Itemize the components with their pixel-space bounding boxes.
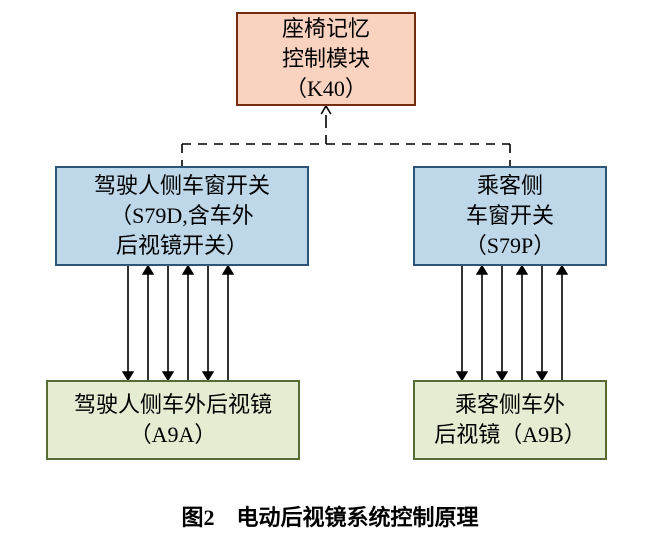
node-passenger-mirror-label: 乘客侧车外后视镜（A9B） xyxy=(434,390,586,449)
diagram-canvas: 座椅记忆控制模块（K40） 驾驶人侧车窗开关（S79D,含车外后视镜开关） 乘客… xyxy=(0,0,649,542)
node-driver-mirror: 驾驶人侧车外后视镜（A9A） xyxy=(46,380,300,460)
node-memory-module-label: 座椅记忆控制模块（K40） xyxy=(282,14,370,103)
node-memory-module: 座椅记忆控制模块（K40） xyxy=(236,12,416,106)
node-driver-mirror-label: 驾驶人侧车外后视镜（A9A） xyxy=(74,390,272,449)
node-driver-switch: 驾驶人侧车窗开关（S79D,含车外后视镜开关） xyxy=(55,166,309,266)
node-passenger-switch-label: 乘客侧车窗开关（S79P） xyxy=(465,171,555,260)
node-passenger-mirror: 乘客侧车外后视镜（A9B） xyxy=(413,380,607,460)
node-passenger-switch: 乘客侧车窗开关（S79P） xyxy=(413,166,607,266)
figure-caption: 图2 电动后视镜系统控制原理 xyxy=(80,500,580,532)
node-driver-switch-label: 驾驶人侧车窗开关（S79D,含车外后视镜开关） xyxy=(94,171,270,260)
